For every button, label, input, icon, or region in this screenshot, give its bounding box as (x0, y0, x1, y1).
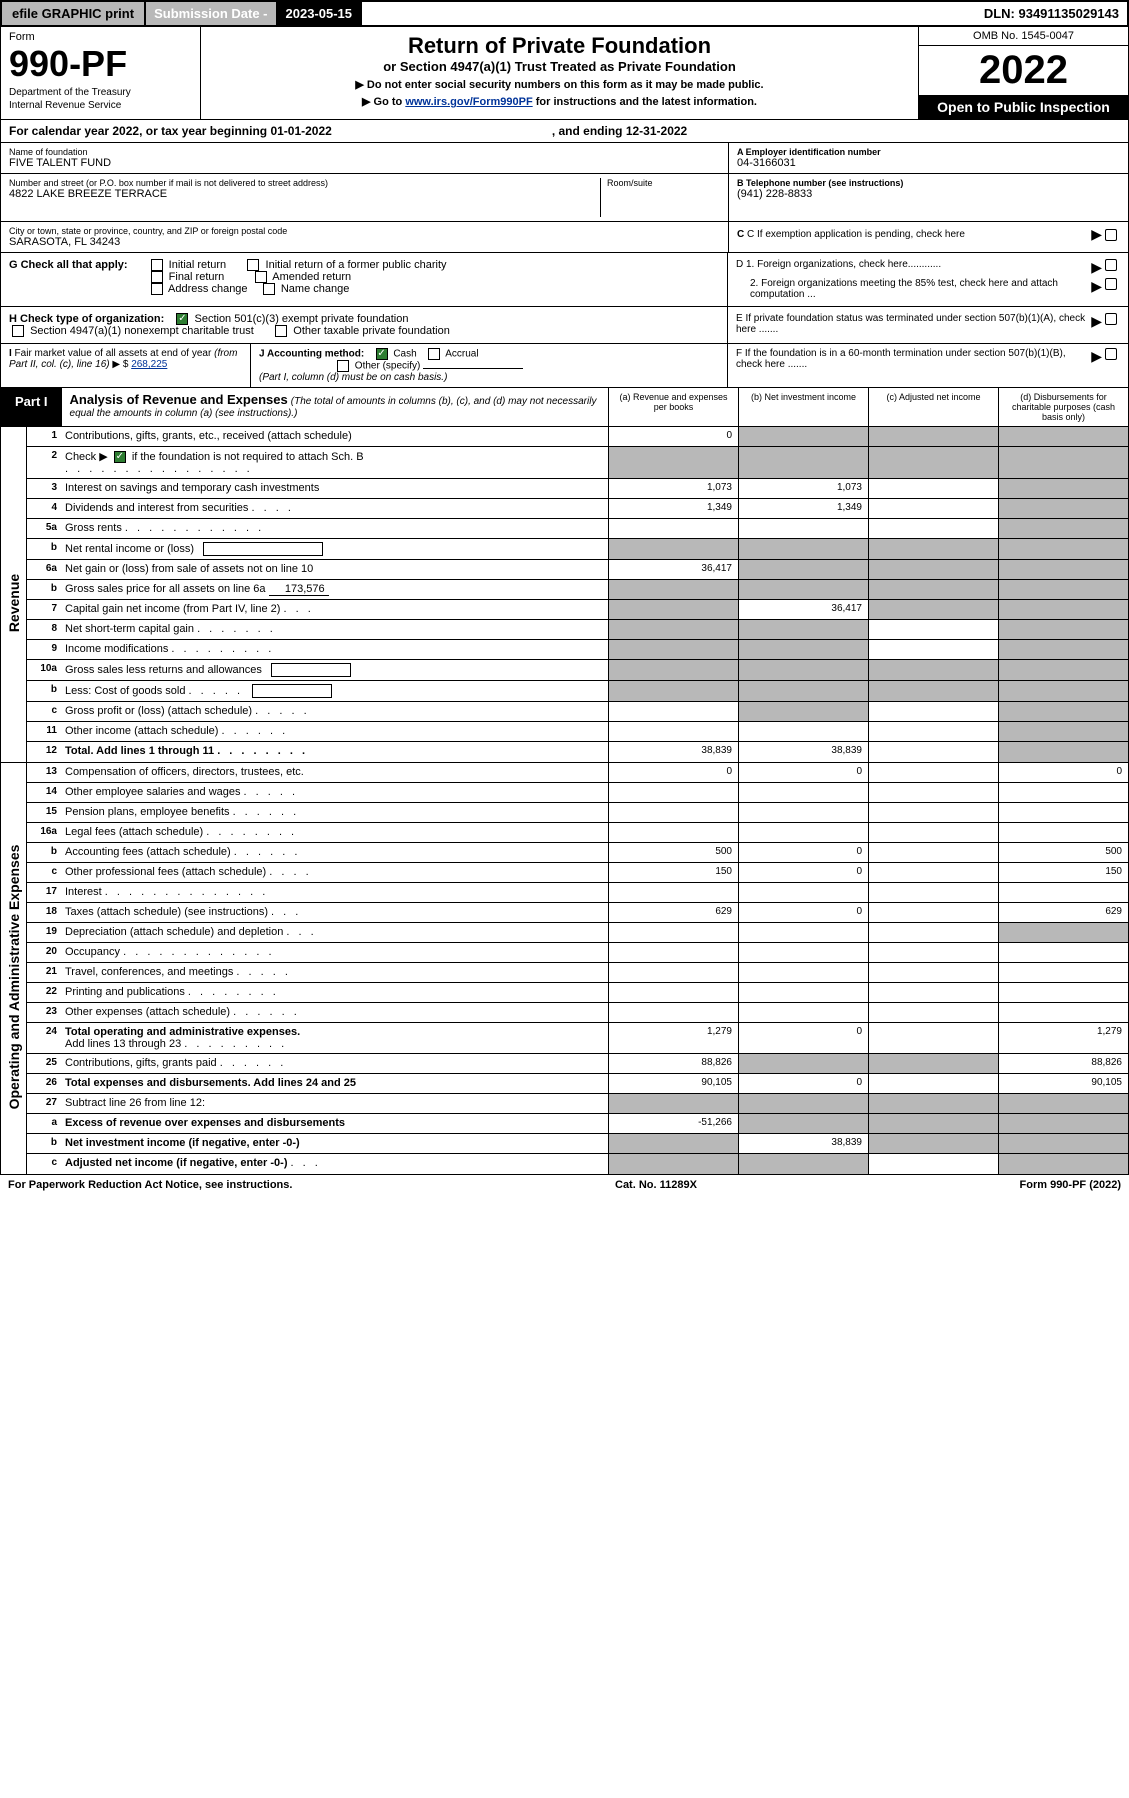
e-checkbox[interactable] (1105, 313, 1117, 325)
calendar-year-row: For calendar year 2022, or tax year begi… (0, 120, 1129, 143)
id-block: Name of foundation FIVE TALENT FUND Numb… (0, 143, 1129, 253)
name-change-checkbox[interactable] (263, 283, 275, 295)
foundation-name: FIVE TALENT FUND (9, 157, 720, 169)
form-label: Form (9, 31, 192, 43)
g-d-row: G Check all that apply: Initial return I… (0, 253, 1129, 307)
revenue-section: Revenue 1Contributions, gifts, grants, e… (0, 427, 1129, 763)
initial-former-checkbox[interactable] (247, 259, 259, 271)
final-return-checkbox[interactable] (151, 271, 163, 283)
address-change-checkbox[interactable] (151, 283, 163, 295)
d2-label: 2. Foreign organizations meeting the 85%… (736, 278, 1091, 300)
col-c-header: (c) Adjusted net income (868, 388, 998, 426)
submission-label: Submission Date - (146, 2, 275, 25)
other-method-checkbox[interactable] (337, 360, 349, 372)
fmv-value-link[interactable]: 268,225 (131, 359, 167, 370)
f-checkbox[interactable] (1105, 348, 1117, 360)
4947-checkbox[interactable] (12, 325, 24, 337)
f-label: F If the foundation is in a 60-month ter… (736, 348, 1091, 383)
amended-return-checkbox[interactable] (255, 271, 267, 283)
part1-tab: Part I (1, 388, 62, 426)
h-e-row: H Check type of organization: Section 50… (0, 307, 1129, 344)
expenses-side-label: Operating and Administrative Expenses (6, 844, 22, 1109)
phone-label: B Telephone number (see instructions) (737, 178, 1120, 188)
d2-checkbox[interactable] (1105, 278, 1117, 290)
revenue-side-label: Revenue (6, 574, 22, 632)
exemption-pending-label: C C If exemption application is pending,… (737, 229, 1091, 240)
omb-number: OMB No. 1545-0047 (919, 27, 1128, 46)
schb-checkbox[interactable] (114, 451, 126, 463)
dept-irs: Internal Revenue Service (9, 100, 192, 111)
ein-label: A Employer identification number (737, 147, 1120, 157)
d1-label: D 1. Foreign organizations, check here..… (736, 259, 1091, 276)
dept-treasury: Department of the Treasury (9, 87, 192, 98)
form-ref: Form 990-PF (2022) (1020, 1179, 1121, 1191)
i-j-f-row: I Fair market value of all assets at end… (0, 344, 1129, 388)
col-d-header: (d) Disbursements for charitable purpose… (998, 388, 1128, 426)
form-number: 990-PF (9, 43, 192, 85)
tax-year: 2022 (919, 46, 1128, 95)
form-header: Form 990-PF Department of the Treasury I… (0, 27, 1129, 120)
col-b-header: (b) Net investment income (738, 388, 868, 426)
col-a-header: (a) Revenue and expenses per books (608, 388, 738, 426)
d1-checkbox[interactable] (1105, 259, 1117, 271)
cash-checkbox[interactable] (376, 348, 388, 360)
501c3-checkbox[interactable] (176, 313, 188, 325)
h-label: H Check type of organization: (9, 313, 164, 325)
form-note-link: ▶ Go to www.irs.gov/Form990PF for instru… (207, 95, 912, 108)
g-label: G Check all that apply: (9, 259, 128, 295)
paperwork-notice: For Paperwork Reduction Act Notice, see … (8, 1179, 292, 1191)
irs-link[interactable]: www.irs.gov/Form990PF (405, 96, 532, 108)
efile-print-button[interactable]: efile GRAPHIC print (2, 2, 146, 25)
cat-number: Cat. No. 11289X (292, 1179, 1019, 1191)
dln: DLN: 93491135029143 (976, 2, 1127, 25)
expenses-section: Operating and Administrative Expenses 13… (0, 763, 1129, 1175)
i-label: I Fair market value of all assets at end… (9, 348, 237, 370)
other-taxable-checkbox[interactable] (275, 325, 287, 337)
part1-title: Analysis of Revenue and Expenses (70, 392, 288, 407)
room-label: Room/suite (607, 178, 720, 188)
e-label: E If private foundation status was termi… (736, 313, 1091, 337)
form-subtitle: or Section 4947(a)(1) Trust Treated as P… (207, 59, 912, 74)
j-note: (Part I, column (d) must be on cash basi… (259, 372, 447, 383)
city-state-zip: SARASOTA, FL 34243 (9, 236, 720, 248)
street-address: 4822 LAKE BREEZE TERRACE (9, 188, 600, 200)
open-public-badge: Open to Public Inspection (919, 95, 1128, 119)
form-note-ssn: ▶ Do not enter social security numbers o… (207, 78, 912, 91)
top-bar: efile GRAPHIC print Submission Date - 20… (0, 0, 1129, 27)
phone-value: (941) 228-8833 (737, 188, 1120, 200)
j-label: J Accounting method: (259, 349, 364, 360)
submission-date: 2023-05-15 (276, 2, 363, 25)
name-label: Name of foundation (9, 147, 720, 157)
ein-value: 04-3166031 (737, 157, 1120, 169)
part1-header: Part I Analysis of Revenue and Expenses … (0, 388, 1129, 427)
initial-return-checkbox[interactable] (151, 259, 163, 271)
accrual-checkbox[interactable] (428, 348, 440, 360)
form-title: Return of Private Foundation (207, 33, 912, 59)
page-footer: For Paperwork Reduction Act Notice, see … (0, 1175, 1129, 1195)
addr-label: Number and street (or P.O. box number if… (9, 178, 600, 188)
city-label: City or town, state or province, country… (9, 226, 720, 236)
exemption-checkbox[interactable] (1105, 229, 1117, 241)
